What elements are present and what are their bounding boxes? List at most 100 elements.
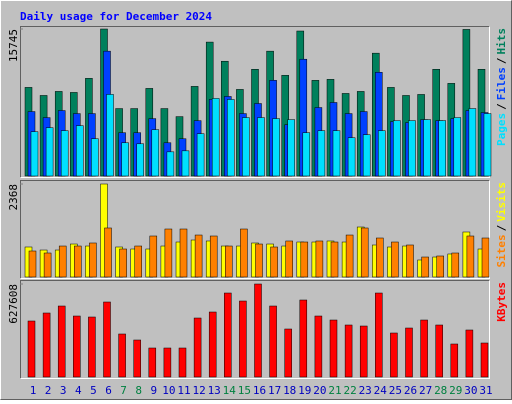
bar [347, 137, 356, 177]
bar [376, 237, 384, 278]
bar [360, 227, 369, 278]
x-tick-label: 8 [135, 384, 142, 397]
bar [408, 120, 416, 177]
bar [405, 327, 413, 378]
bar [30, 131, 39, 177]
bar [103, 301, 111, 378]
bar [239, 300, 247, 378]
bar [151, 129, 160, 177]
bar [393, 120, 401, 177]
bar [330, 241, 339, 278]
bar [166, 151, 175, 177]
x-tick-label: 19 [298, 384, 311, 397]
bar [359, 325, 368, 378]
bar [285, 240, 293, 278]
bar [284, 328, 292, 378]
bar [420, 319, 428, 378]
bar [362, 134, 371, 177]
x-tick-label: 14 [223, 384, 237, 397]
x-tick-label: 24 [374, 384, 388, 397]
bar [224, 292, 232, 378]
bar [287, 119, 295, 177]
x-tick-label: 2 [45, 384, 52, 397]
bar [468, 108, 477, 177]
bar [480, 342, 489, 378]
x-tick-label: 9 [150, 384, 157, 397]
bar [332, 130, 341, 177]
bar [133, 339, 141, 378]
x-tick-label: 20 [313, 384, 326, 397]
panel-border-light [20, 280, 490, 379]
bar [194, 234, 203, 278]
bar [344, 324, 353, 378]
x-tick-label: 22 [343, 384, 356, 397]
bar [269, 305, 277, 378]
bar [73, 315, 81, 378]
x-tick-label: 11 [177, 384, 190, 397]
x-tick-label: 27 [419, 384, 432, 397]
bar [378, 130, 386, 177]
x-tick-label: 13 [208, 384, 221, 397]
bar [390, 332, 398, 378]
bar [106, 94, 114, 177]
bar [375, 292, 383, 378]
bar [302, 132, 311, 177]
legend-entry: Sites [495, 234, 508, 267]
bar [466, 235, 475, 278]
bar [438, 120, 446, 177]
legend: Sites / Visits [495, 182, 508, 268]
legend-separator: / [495, 57, 508, 64]
legend: Pages / Files / Hits [495, 28, 508, 146]
panel-border-light [20, 180, 490, 279]
bar [483, 113, 492, 177]
chart-title: Daily usage for December 2024 [20, 10, 212, 23]
bar [208, 311, 217, 378]
x-tick-label: 31 [479, 384, 492, 397]
bar [134, 245, 142, 278]
bar [209, 235, 218, 278]
bar [181, 150, 190, 177]
bar [314, 315, 323, 378]
bar [481, 237, 490, 278]
bar [121, 142, 129, 177]
legend-entry: Hits [495, 28, 508, 55]
bar [272, 118, 280, 177]
x-tick-label: 15 [238, 384, 251, 397]
bar [315, 240, 324, 278]
bar [317, 130, 326, 177]
bar [225, 245, 233, 278]
x-tick-label: 23 [359, 384, 372, 397]
bar [300, 241, 309, 278]
legend: KBytes [495, 282, 508, 322]
y-tick-label: 2368 [7, 184, 20, 211]
x-tick-label: 25 [389, 384, 402, 397]
bar [74, 245, 82, 278]
x-tick-label: 3 [60, 384, 67, 397]
bar [421, 256, 429, 278]
bar [27, 320, 36, 378]
panel-border-light [20, 26, 490, 178]
y-tick-label: 15745 [7, 29, 20, 62]
legend-entry: Pages [495, 113, 508, 146]
bar [193, 317, 202, 378]
legend-separator: / [495, 224, 508, 231]
bar [60, 130, 69, 177]
bar [423, 119, 431, 177]
bar [391, 241, 399, 278]
bar [164, 228, 173, 278]
bar [28, 250, 37, 278]
bar [58, 245, 67, 278]
x-tick-label: 7 [120, 384, 127, 397]
bar [43, 252, 52, 278]
bar [57, 305, 66, 378]
bar [345, 234, 354, 278]
x-tick-label: 29 [449, 384, 462, 397]
legend-entry: KBytes [495, 282, 508, 322]
bar [453, 117, 462, 177]
bar [118, 333, 126, 378]
bar [255, 243, 263, 278]
x-tick-label: 30 [464, 384, 477, 397]
bar [329, 319, 338, 378]
x-tick-label: 6 [105, 384, 112, 397]
